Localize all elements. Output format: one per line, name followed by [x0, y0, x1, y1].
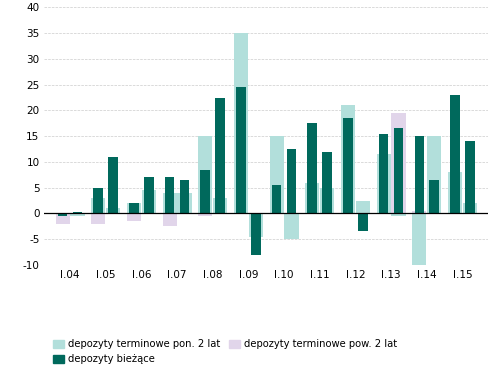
Bar	[305, 183, 319, 213]
Bar	[144, 177, 154, 213]
Bar	[106, 208, 120, 213]
Bar	[91, 198, 106, 213]
Bar	[70, 213, 84, 216]
Bar	[272, 185, 282, 213]
Bar	[127, 213, 141, 221]
Bar	[320, 188, 334, 213]
Bar	[163, 193, 176, 213]
Bar	[213, 198, 227, 213]
Bar	[377, 154, 391, 213]
Bar	[215, 98, 225, 213]
Bar	[465, 141, 475, 213]
Bar	[322, 152, 332, 213]
Bar	[198, 136, 212, 213]
Bar	[379, 134, 388, 213]
Bar	[356, 201, 370, 213]
Bar	[308, 123, 317, 213]
Bar	[72, 212, 82, 213]
Bar	[415, 136, 424, 213]
Bar	[141, 190, 156, 213]
Bar	[108, 157, 118, 213]
Legend: depozyty terminowe pon. 2 lat, depozyty bieżące, depozyty terminowe pow. 2 lat: depozyty terminowe pon. 2 lat, depozyty …	[49, 335, 401, 368]
Bar	[341, 105, 355, 213]
Bar	[249, 213, 263, 237]
Bar	[448, 172, 462, 213]
Bar	[58, 213, 68, 216]
Bar	[201, 170, 210, 213]
Bar	[270, 136, 283, 213]
Bar	[56, 213, 70, 221]
Bar	[236, 87, 246, 213]
Bar	[287, 149, 296, 213]
Bar	[251, 213, 261, 255]
Bar	[343, 118, 353, 213]
Bar	[163, 213, 176, 226]
Bar	[391, 113, 406, 213]
Bar	[129, 203, 139, 213]
Bar	[284, 213, 299, 239]
Bar	[179, 180, 189, 213]
Bar	[394, 128, 403, 213]
Bar	[391, 213, 406, 216]
Bar	[165, 177, 175, 213]
Bar	[427, 136, 441, 213]
Bar	[91, 213, 106, 224]
Bar	[412, 213, 426, 268]
Bar	[234, 33, 248, 213]
Bar	[412, 211, 426, 213]
Bar	[94, 188, 103, 213]
Bar	[358, 213, 368, 231]
Bar	[177, 193, 191, 213]
Bar	[429, 180, 439, 213]
Bar	[463, 203, 477, 213]
Bar	[198, 213, 212, 216]
Bar	[450, 95, 460, 213]
Bar	[56, 213, 70, 224]
Bar	[127, 203, 141, 213]
